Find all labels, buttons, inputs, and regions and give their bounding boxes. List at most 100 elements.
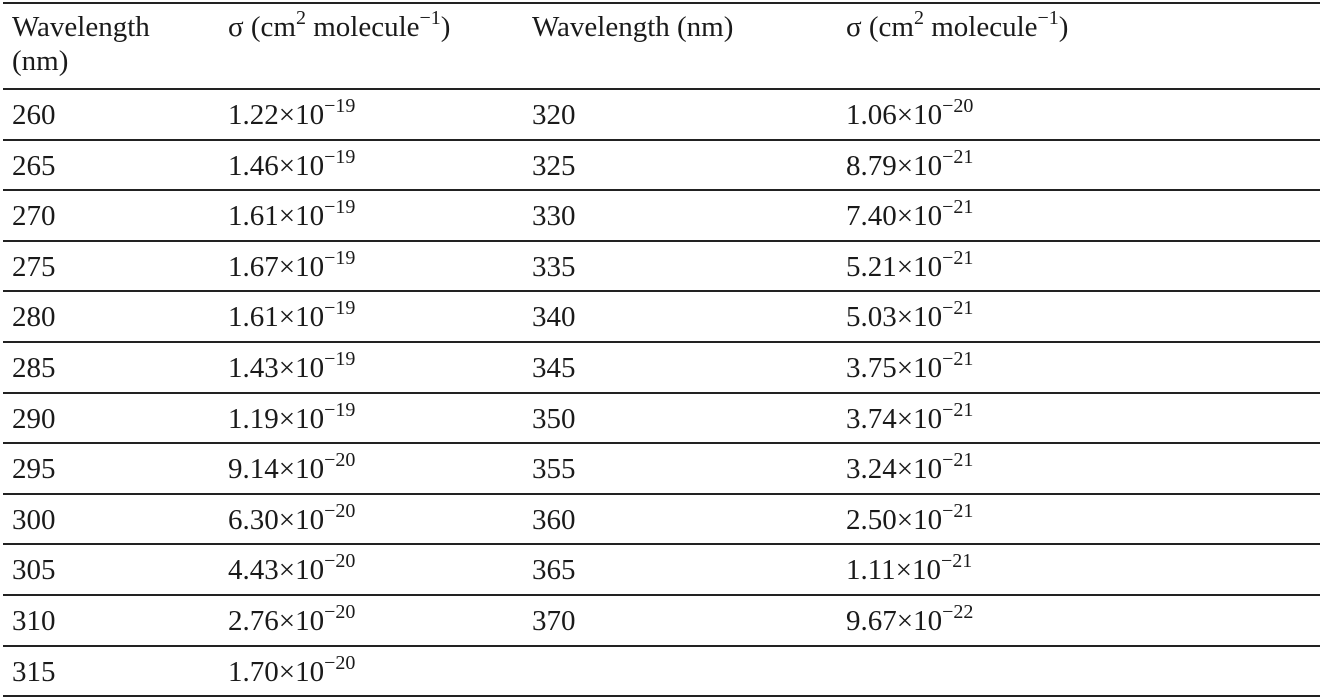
- text: 275: [12, 250, 56, 283]
- superscript: −21: [942, 398, 974, 421]
- rule: [3, 695, 1320, 697]
- cell: 5.21×10−21: [846, 246, 1338, 287]
- text: 4.43×10: [228, 554, 325, 587]
- rule: [3, 290, 1320, 292]
- cell: 1.43×10−19: [228, 348, 628, 388]
- text: 9.14×10: [228, 453, 325, 486]
- text: 3.74×10: [846, 402, 943, 435]
- text: σ (cm: [846, 11, 914, 43]
- cell: 6.30×10−20: [228, 500, 628, 540]
- superscript: −19: [324, 145, 356, 168]
- cell: 370: [532, 604, 932, 638]
- text: 6.30×10: [228, 503, 325, 536]
- cell: 335: [532, 250, 932, 284]
- superscript: −21: [941, 550, 973, 573]
- text: 340: [532, 301, 576, 334]
- rule: [3, 341, 1320, 343]
- cell: 5.03×10−21: [846, 297, 1338, 337]
- text: 260: [12, 99, 56, 131]
- cell: 315: [12, 655, 302, 689]
- superscript: −20: [324, 550, 356, 573]
- superscript: −21: [942, 196, 974, 219]
- text: 310: [12, 605, 56, 637]
- rule: [3, 88, 1320, 90]
- text: 1.61×10: [228, 200, 325, 233]
- text: 360: [532, 503, 576, 536]
- superscript: 2: [913, 7, 924, 29]
- text: 350: [532, 402, 576, 435]
- rule: [3, 442, 1320, 444]
- superscript: −22: [942, 601, 974, 623]
- rule: [3, 189, 1320, 191]
- text: σ (cm: [228, 11, 296, 43]
- text: 5.21×10: [846, 250, 943, 283]
- superscript: −20: [942, 95, 974, 117]
- cell: 1.22×10−19: [228, 95, 628, 135]
- superscript: 2: [295, 7, 306, 29]
- cell: 275: [12, 250, 302, 284]
- rule: [3, 594, 1320, 596]
- superscript: −21: [942, 348, 974, 370]
- cell: 1.61×10−19: [228, 297, 628, 337]
- text: 285: [12, 352, 56, 384]
- text: 305: [12, 554, 56, 587]
- text: 295: [12, 453, 56, 486]
- cell: Wavelength (nm): [12, 10, 202, 78]
- text: 1.43×10: [228, 352, 325, 384]
- text: 1.70×10: [228, 655, 325, 688]
- text: Wavelength (nm): [532, 11, 734, 43]
- cell: 310: [12, 604, 302, 638]
- text: 270: [12, 200, 56, 233]
- cell: 355: [532, 452, 932, 486]
- cell: 290: [12, 402, 302, 436]
- text: molecule: [923, 11, 1038, 43]
- cell: 4.43×10−20: [228, 550, 628, 590]
- cell: 1.06×10−20: [846, 95, 1338, 135]
- rule: [3, 392, 1320, 394]
- superscript: −19: [324, 95, 356, 117]
- text: 1.19×10: [228, 402, 325, 435]
- cell: 8.79×10−21: [846, 145, 1338, 186]
- text: 1.22×10: [228, 99, 325, 131]
- cell: 3.74×10−21: [846, 398, 1338, 439]
- superscript: −19: [324, 297, 356, 320]
- cell: 365: [532, 553, 932, 587]
- cell: 2.50×10−21: [846, 499, 1338, 540]
- cell: 300: [12, 503, 302, 537]
- text: 265: [12, 149, 56, 182]
- superscript: −21: [942, 145, 974, 168]
- cell: 9.67×10−22: [846, 601, 1338, 641]
- text: 300: [12, 503, 56, 536]
- text: 8.79×10: [846, 149, 943, 182]
- text: 325: [532, 149, 576, 182]
- cell: 285: [12, 351, 302, 385]
- rule: [3, 645, 1320, 647]
- text: 2.50×10: [846, 503, 943, 536]
- superscript: −21: [942, 499, 974, 522]
- text: 365: [532, 554, 576, 587]
- text: 1.61×10: [228, 301, 325, 334]
- cell: 325: [532, 149, 932, 183]
- text: Wavelength (nm): [12, 11, 150, 77]
- cell: 265: [12, 149, 302, 183]
- text: 345: [532, 352, 576, 384]
- text: 5.03×10: [846, 301, 943, 334]
- cell: 330: [532, 199, 932, 233]
- superscript: −21: [942, 246, 974, 269]
- text: ): [440, 11, 451, 43]
- cell: 9.14×10−20: [228, 449, 628, 489]
- text: 370: [532, 605, 576, 637]
- superscript: −19: [324, 348, 356, 370]
- text: 315: [12, 655, 56, 688]
- text: 1.46×10: [228, 149, 325, 182]
- text: molecule: [305, 11, 420, 43]
- text: ): [1058, 11, 1069, 43]
- cell: 260: [12, 98, 302, 132]
- text: 290: [12, 402, 56, 435]
- cell: 1.61×10−19: [228, 196, 628, 236]
- cell: 1.46×10−19: [228, 145, 628, 186]
- rule: [3, 240, 1320, 242]
- superscript: −20: [324, 449, 356, 472]
- text: 7.40×10: [846, 200, 943, 233]
